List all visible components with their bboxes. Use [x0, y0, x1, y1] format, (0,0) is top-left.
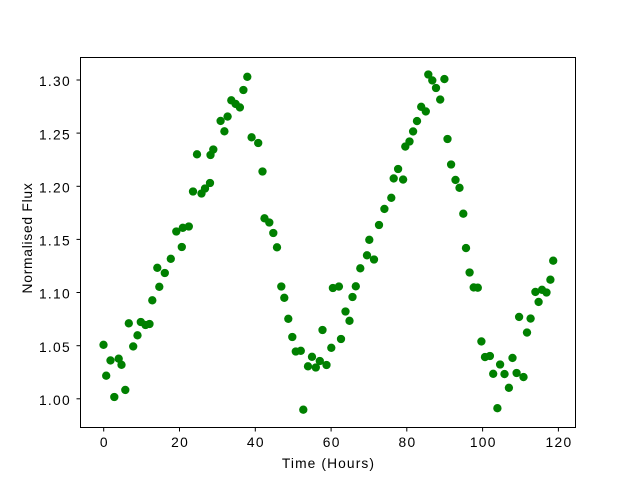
svg-text:20: 20 — [171, 435, 189, 450]
svg-text:1.15: 1.15 — [39, 234, 71, 249]
svg-text:1.10: 1.10 — [39, 287, 71, 302]
svg-text:120: 120 — [546, 435, 573, 450]
svg-text:1.00: 1.00 — [39, 393, 71, 408]
svg-text:40: 40 — [247, 435, 265, 450]
svg-text:60: 60 — [323, 435, 341, 450]
svg-text:1.05: 1.05 — [39, 340, 71, 355]
svg-text:1.25: 1.25 — [39, 127, 71, 142]
svg-text:1.20: 1.20 — [39, 181, 71, 196]
svg-text:Normalised Flux: Normalised Flux — [20, 183, 35, 294]
svg-text:80: 80 — [399, 435, 417, 450]
svg-text:100: 100 — [470, 435, 497, 450]
svg-text:0: 0 — [100, 435, 109, 450]
svg-text:1.30: 1.30 — [39, 74, 71, 89]
svg-text:Time (Hours): Time (Hours) — [282, 456, 375, 471]
